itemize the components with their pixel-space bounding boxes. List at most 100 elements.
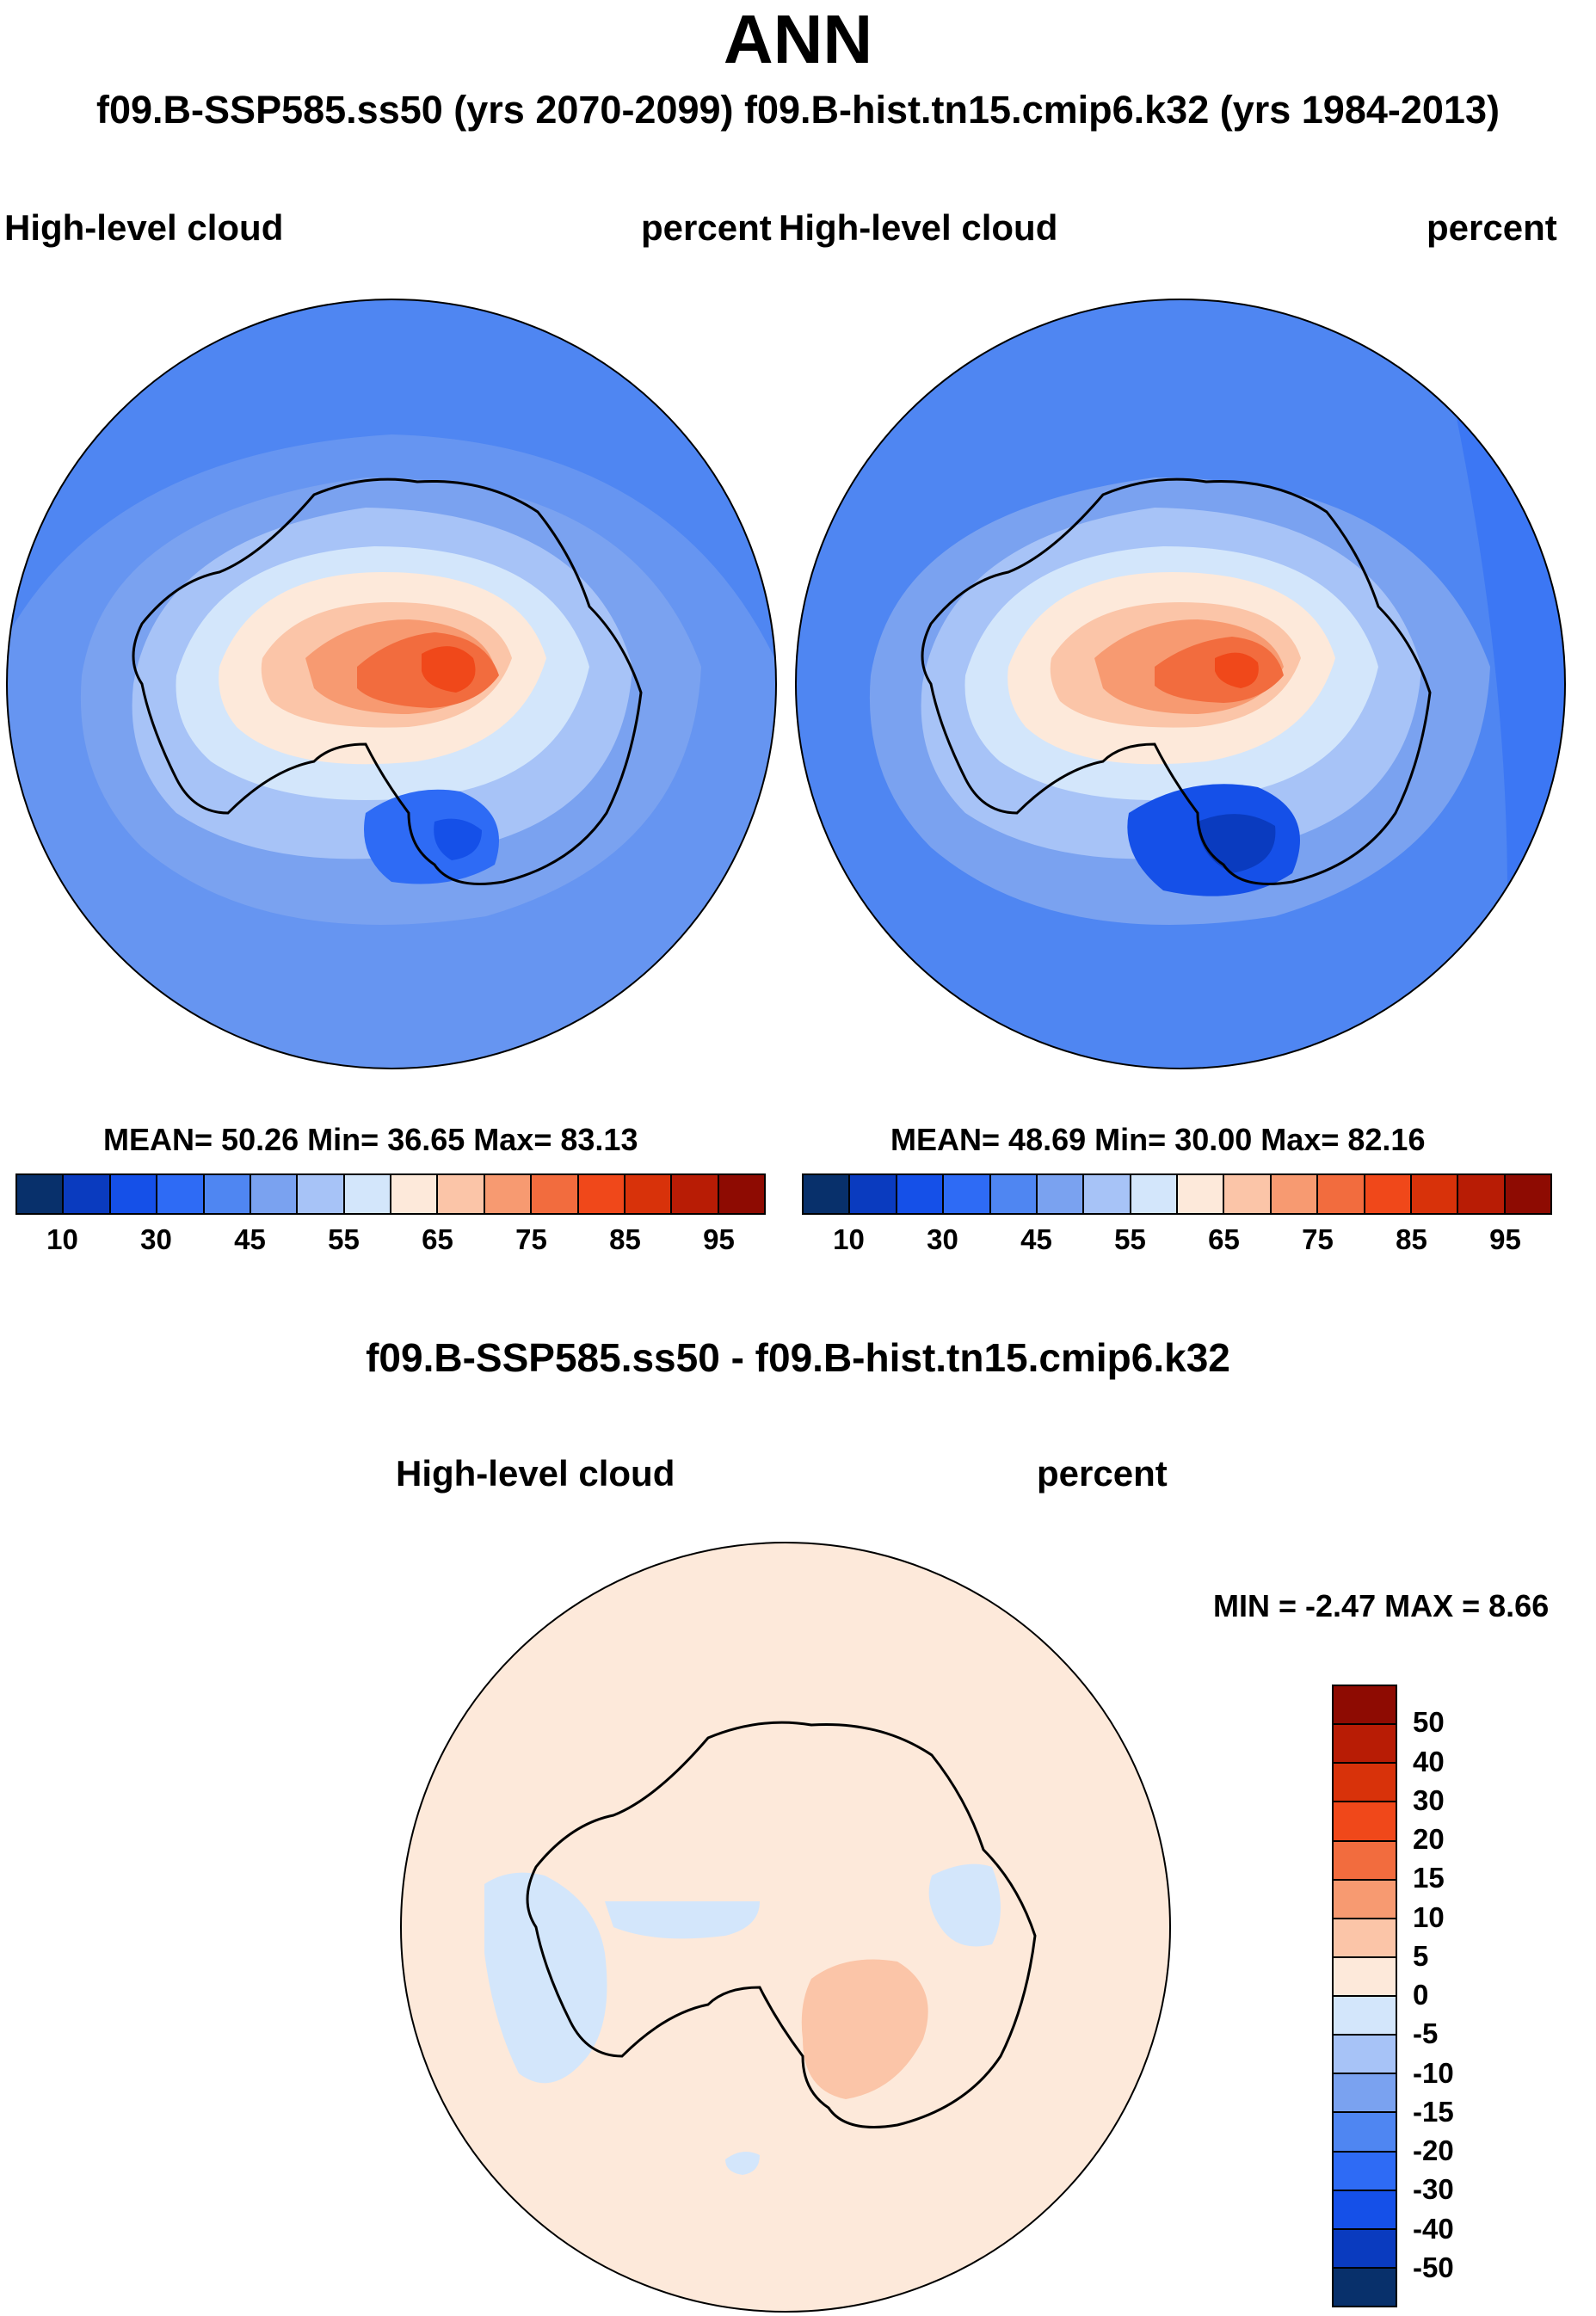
diff-colorbar-tick-label: 0 xyxy=(1413,1979,1429,2011)
diff-colorbar-cell xyxy=(1334,1802,1396,1842)
right-colorbar-tick-label: 45 xyxy=(1020,1223,1052,1255)
right-units-label: percent xyxy=(1427,207,1557,248)
right-max-value: 82.16 xyxy=(1347,1122,1426,1157)
right-colorbar-cell xyxy=(1131,1175,1178,1213)
left-colorbar-cell xyxy=(64,1175,111,1213)
left-colorbar-tick-label: 85 xyxy=(609,1223,641,1255)
diff-colorbar-tick-label: -20 xyxy=(1413,2134,1454,2166)
diff-colorbar-tick-label: 10 xyxy=(1413,1900,1445,1933)
right-colorbar-tick-label: 95 xyxy=(1489,1223,1521,1255)
right-colorbar-cell xyxy=(1505,1175,1550,1213)
right-colorbar-cell xyxy=(1411,1175,1459,1213)
diff-colorbar-tick-label: 20 xyxy=(1413,1823,1445,1855)
right-colorbar-cell xyxy=(990,1175,1038,1213)
right-colorbar-cell xyxy=(1178,1175,1225,1213)
left-max-value: 83.13 xyxy=(560,1122,638,1157)
right-colorbar-tick-label: 30 xyxy=(927,1223,958,1255)
diff-colorbar-tick-label: 40 xyxy=(1413,1745,1445,1777)
left-colorbar-tick-label: 95 xyxy=(703,1223,735,1255)
diff-colorbar-cell xyxy=(1334,1725,1396,1765)
right-colorbar-cell xyxy=(944,1175,991,1213)
left-colorbar-cell xyxy=(250,1175,299,1213)
diff-map-border xyxy=(400,1542,1171,2313)
diff-colorbar-tick-label: -15 xyxy=(1413,2095,1454,2128)
diff-map-coastline xyxy=(526,1721,1037,2128)
diff-colorbar-tick-label: 15 xyxy=(1413,1862,1445,1894)
left-colorbar-cell xyxy=(718,1175,764,1213)
diff-colorbar-tick-label: -10 xyxy=(1413,2056,1454,2089)
left-colorbar-cell xyxy=(484,1175,533,1213)
diff-colorbar-cell xyxy=(1334,2036,1396,2075)
right-colorbar-cell xyxy=(1084,1175,1131,1213)
diff-max-label: MAX = xyxy=(1384,1588,1481,1623)
right-colorbar-cell xyxy=(897,1175,945,1213)
left-colorbar-cell xyxy=(110,1175,158,1213)
right-min-value: 30.00 xyxy=(1174,1122,1253,1157)
diff-colorbar-tick-label: -50 xyxy=(1413,2251,1454,2283)
diff-colorbar-cell xyxy=(1334,1764,1396,1803)
right-colorbar-tick-label: 65 xyxy=(1208,1223,1240,1255)
left-colorbar-cell xyxy=(438,1175,485,1213)
left-colorbar-cell xyxy=(578,1175,625,1213)
right-colorbar-cell xyxy=(804,1175,851,1213)
page-title: ANN xyxy=(723,1,873,77)
right-max-label: Max= xyxy=(1260,1122,1340,1157)
diff-min-label: MIN = xyxy=(1213,1588,1297,1623)
right-colorbar-cell xyxy=(1224,1175,1272,1213)
diff-colorbar-cell xyxy=(1334,1841,1396,1881)
right-colorbar-tick-label: 10 xyxy=(833,1223,865,1255)
diff-colorbar-cell xyxy=(1334,2113,1396,2153)
left-colorbar-cell xyxy=(344,1175,391,1213)
left-colorbar-cell xyxy=(204,1175,251,1213)
diff-map-negative-band xyxy=(605,1901,760,1939)
left-map xyxy=(6,299,777,1069)
right-map xyxy=(795,299,1566,1069)
left-colorbar-cell xyxy=(625,1175,673,1213)
left-colorbar-tick-label: 10 xyxy=(46,1223,78,1255)
diff-colorbar-tick-label: -5 xyxy=(1413,2017,1439,2050)
left-colorbar-cell xyxy=(298,1175,345,1213)
left-units-label: percent xyxy=(641,207,772,248)
diff-colorbar-cell xyxy=(1334,2268,1396,2306)
left-stats: MEAN= 50.26 Min= 36.65 Max= 83.13 xyxy=(103,1121,638,1159)
left-map-border xyxy=(6,299,777,1069)
right-map-coastline xyxy=(921,477,1432,885)
left-colorbar-tick-label: 65 xyxy=(422,1223,453,1255)
left-min-value: 36.65 xyxy=(387,1122,465,1157)
right-colorbar-cell xyxy=(1318,1175,1365,1213)
right-colorbar-cell xyxy=(1458,1175,1506,1213)
left-colorbar-tick-label: 55 xyxy=(328,1223,360,1255)
diff-max-value: 8.66 xyxy=(1488,1588,1550,1623)
diff-colorbar-tick-label: -40 xyxy=(1413,2212,1454,2245)
left-colorbar-cell xyxy=(391,1175,439,1213)
diff-colorbar-tick-label: 5 xyxy=(1413,1939,1429,1972)
left-colorbar-tick-label: 75 xyxy=(515,1223,547,1255)
right-stats: MEAN= 48.69 Min= 30.00 Max= 82.16 xyxy=(890,1121,1425,1159)
diff-map-negative-spot xyxy=(725,2152,760,2175)
right-mean-label: MEAN= xyxy=(890,1122,1001,1157)
diff-colorbar-cell xyxy=(1334,1686,1396,1726)
diff-map xyxy=(400,1542,1171,2313)
left-colorbar-cell xyxy=(672,1175,719,1213)
left-mean-label: MEAN= xyxy=(103,1122,213,1157)
left-colorbar-cell xyxy=(17,1175,65,1213)
diff-colorbar-tick-label: -30 xyxy=(1413,2173,1454,2206)
diff-map-positive-region xyxy=(801,1959,928,2099)
diff-colorbar-tick-label: 50 xyxy=(1413,1706,1445,1739)
diff-colorbar-cell xyxy=(1334,2074,1396,2114)
right-colorbar-cell xyxy=(850,1175,897,1213)
diff-title: f09.B-SSP585.ss50 - f09.B-hist.tn15.cmip… xyxy=(366,1335,1230,1380)
diff-units-label: percent xyxy=(1037,1453,1168,1494)
right-colorbar-tick-label: 85 xyxy=(1396,1223,1427,1255)
diff-min-value: -2.47 xyxy=(1305,1588,1377,1623)
left-map-band-85 xyxy=(422,646,476,693)
left-mean-value: 50.26 xyxy=(221,1122,299,1157)
left-map-coastline xyxy=(132,477,643,885)
right-colorbar-cell xyxy=(1271,1175,1319,1213)
left-variable-label: High-level cloud xyxy=(4,207,284,248)
diff-colorbar xyxy=(1332,1685,1397,2307)
right-colorbar-cell xyxy=(1037,1175,1085,1213)
right-variable-label: High-level cloud xyxy=(779,207,1058,248)
diff-stats: MIN = -2.47 MAX = 8.66 xyxy=(1213,1587,1549,1625)
left-max-label: Max= xyxy=(473,1122,552,1157)
